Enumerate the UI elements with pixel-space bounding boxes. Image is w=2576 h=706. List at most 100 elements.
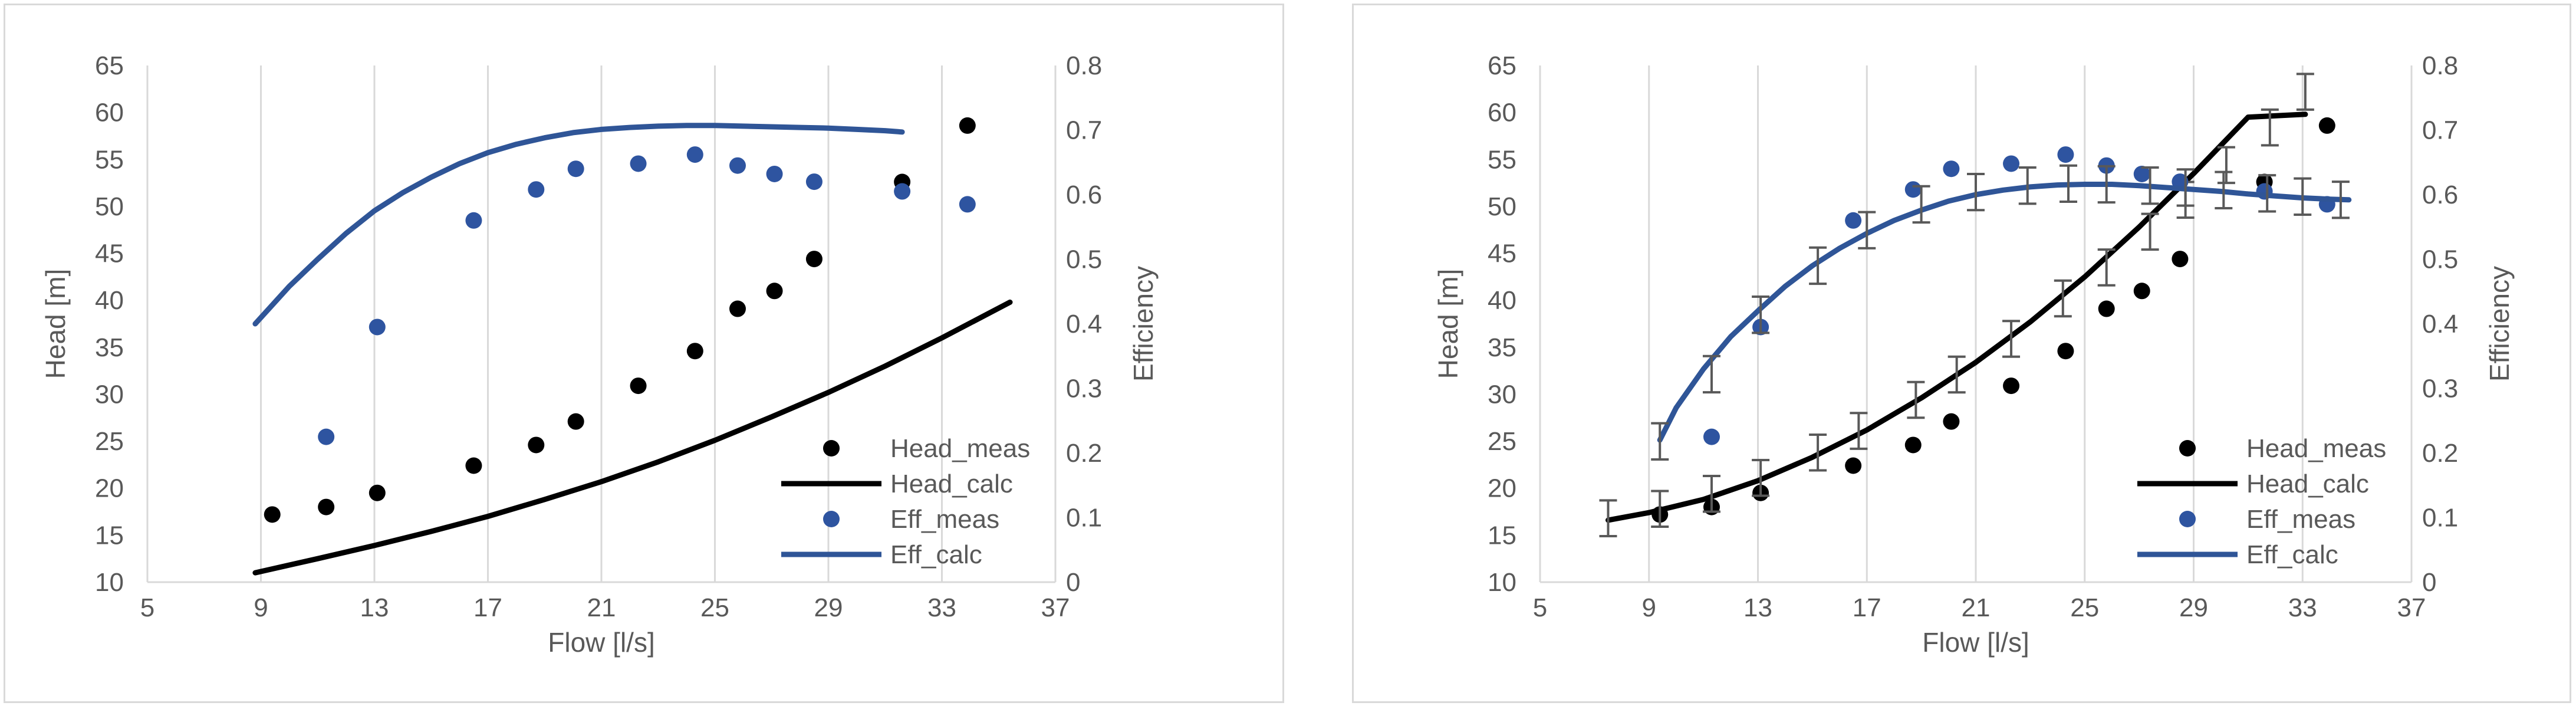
error-bar [1651, 422, 1669, 461]
x-tick-label: 17 [1853, 593, 1881, 622]
error-bar [1809, 246, 1827, 285]
error-bar [1809, 433, 1827, 472]
y2-tick-label: 0.1 [2422, 504, 2458, 533]
eff-meas-point [686, 146, 703, 163]
error-bar [2141, 166, 2159, 205]
y-tick-label: 25 [95, 427, 124, 456]
error-bar [2097, 165, 2116, 204]
eff-meas-point [318, 428, 335, 445]
eff-meas-point [630, 155, 647, 172]
error-bar [1947, 355, 1966, 394]
y2-tick-label: 0.6 [2422, 180, 2458, 209]
y-tick-label: 55 [1488, 145, 1516, 174]
head-meas-point [1904, 436, 1922, 454]
head-meas-point [959, 117, 976, 134]
error-bar [1858, 211, 1876, 249]
error-bar [2054, 279, 2072, 318]
legend-label: Head_calc [2246, 469, 2369, 498]
y-tick-label: 50 [95, 192, 124, 221]
head-meas-point [2057, 343, 2074, 360]
eff-meas-point [465, 212, 482, 229]
y2-tick-label: 0 [1066, 568, 1080, 597]
x-tick-label: 13 [360, 593, 389, 622]
eff-meas-point [805, 173, 823, 191]
y2-tick-label: 0.4 [1066, 310, 1102, 339]
chart-panel-right: 5 9 13 17 21 25 29 33 37 10 15 20 25 30 35 40 45 50 55 60 65… [1288, 0, 2576, 706]
x-tick-label: 17 [473, 593, 502, 622]
error-bar [2097, 248, 2116, 287]
eff-meas-point [729, 157, 746, 174]
legend: Head_meas Head_calc Eff_meas Eff_calc [2137, 434, 2386, 569]
y-tick-label: 35 [1488, 333, 1516, 362]
error-bar [2141, 212, 2159, 251]
y-tick-label: 35 [95, 333, 124, 362]
chart-panel-left: 5 9 13 17 21 25 29 33 37 10 15 20 25 30 35 40 45 50 55 60 65… [4, 4, 1284, 703]
head-meas-point [686, 343, 703, 360]
chart-border [1352, 4, 2571, 703]
head-meas-point [264, 506, 281, 523]
x-tick-label: 25 [2070, 593, 2099, 622]
y-tick-label: 10 [95, 568, 124, 597]
y-tick-label: 40 [1488, 286, 1516, 315]
head-meas-point [766, 283, 783, 300]
y2-tick-label: 0.5 [2422, 245, 2458, 274]
eff-meas-point [2057, 146, 2074, 163]
y-tick-label: 20 [1488, 474, 1516, 503]
y2-tick-label: 0.7 [2422, 116, 2458, 145]
x-tick-label: 33 [927, 593, 956, 622]
error-bar [1912, 185, 1930, 224]
y-tick-label: 25 [1488, 427, 1516, 456]
x-tick-label: 21 [1962, 593, 1991, 622]
x-tick-label: 5 [1533, 593, 1547, 622]
error-bar [1599, 499, 1617, 537]
eff-meas-point [766, 165, 783, 182]
y-tick-label: 30 [1488, 380, 1516, 409]
legend-label: Eff_calc [2246, 540, 2338, 569]
y-axis-title: Head [m] [40, 269, 71, 379]
y-tick-label: 65 [1488, 51, 1516, 80]
legend: Head_meas Head_calc Eff_meas Eff_calc [781, 434, 1030, 569]
eff-meas-point [528, 181, 545, 198]
y-tick-label: 30 [95, 380, 124, 409]
error-bar [2258, 174, 2276, 213]
head-meas-point [2318, 117, 2335, 134]
x-tick-label: 13 [1743, 593, 1772, 622]
y2-tick-label: 0.6 [1066, 180, 1102, 209]
eff-meas-point [2133, 165, 2150, 182]
error-bar [1752, 295, 1770, 334]
y2-tick-label: 0.3 [2422, 375, 2458, 403]
y-tick-label: 10 [1488, 568, 1516, 597]
head-meas-point [2172, 251, 2189, 268]
head-meas-point [369, 484, 386, 501]
y2-tick-label: 0.4 [2422, 310, 2458, 339]
head-meas-point [2133, 283, 2150, 300]
y2-tick-label: 0.3 [1066, 375, 1102, 403]
x-tick-label: 33 [2288, 593, 2317, 622]
x-tick-label: 29 [814, 593, 843, 622]
y2-tick-label: 0.8 [2422, 51, 2458, 80]
x-tick-label: 21 [587, 593, 616, 622]
x-tick-label: 37 [1041, 593, 1070, 622]
x-tick-label: 9 [254, 593, 268, 622]
error-bar [2002, 320, 2021, 358]
x-axis-title: Flow [l/s] [548, 627, 654, 658]
legend-label: Eff_calc [890, 540, 982, 569]
eff-meas-point [369, 318, 386, 336]
y2-tick-label: 0.2 [2422, 439, 2458, 468]
eff-calc-line [1657, 182, 2352, 443]
eff-calc-line [252, 123, 905, 327]
error-bar [1752, 458, 1770, 497]
x-tick-label: 9 [1642, 593, 1656, 622]
head-meas-point [567, 413, 584, 430]
y2-axis-title: Efficiency [1128, 266, 1159, 382]
y2-tick-label: 0.5 [1066, 245, 1102, 274]
legend-marker [823, 440, 840, 457]
head-meas-point [2003, 377, 2020, 395]
eff-meas-point [1943, 160, 1960, 178]
y-tick-label: 50 [1488, 192, 1516, 221]
eff-meas-point [1703, 428, 1720, 445]
chart-border [4, 4, 1284, 703]
head-meas-point [805, 251, 823, 268]
error-bar [2331, 180, 2350, 219]
y-tick-label: 45 [95, 239, 124, 268]
